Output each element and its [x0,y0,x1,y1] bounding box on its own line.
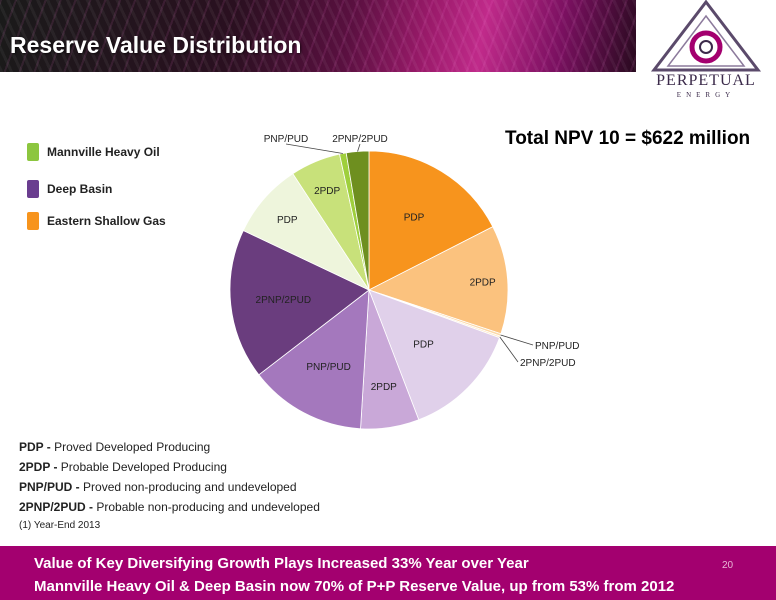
logo-mark-icon [650,0,762,72]
pie-slice [367,226,509,335]
legend-label: Deep Basin [47,182,113,196]
definition-text: Proved Developed Producing [54,440,211,454]
definitions: PDP - Proved Developed Producing 2PDP - … [19,439,320,531]
definition-text: Probable non-producing and undeveloped [96,500,320,514]
pie-slice-label: 2PDP [314,186,340,197]
definition-row: 2PNP/2PUD - Probable non-producing and u… [19,499,320,519]
definition-term: 2PNP/2PUD - [19,500,97,514]
definition-row: PDP - Proved Developed Producing [19,439,320,459]
definition-term: 2PDP - [19,460,61,474]
pie-slice-label: 2PNP/2PUD [332,134,388,145]
pie-slice [229,229,370,376]
legend-swatch [27,143,39,161]
pie-slice-label: 2PNP/2PUD [256,295,312,306]
legend-item-mannville: Mannville Heavy Oil [27,143,160,161]
pie-slice [368,289,501,421]
pie-slice [258,289,370,430]
slide-title: Reserve Value Distribution [10,32,302,58]
total-npv-text: Total NPV 10 = $622 million [505,128,751,149]
pie-leader-line [285,143,343,154]
footer-line-2: Mannville Heavy Oil & Deep Basin now 70%… [34,578,675,595]
definition-text: Probable Developed Producing [60,460,227,474]
pie-slice-label: 2PDP [371,382,397,393]
legend-swatch [27,180,39,198]
definition-term: PDP - [19,440,55,454]
footer-line-1: Value of Key Diversifying Growth Plays I… [34,555,529,572]
pie-leader-line [500,334,534,346]
pie-leader-line [499,336,519,363]
pie-slice-label: PNP/PUD [535,341,579,352]
pie-slice [368,150,494,291]
footnote: (1) Year-End 2013 [19,520,101,531]
legend-swatch [27,212,39,230]
legend-item-deep-basin: Deep Basin [27,180,112,198]
definition-term: PNP/PUD - [19,480,84,494]
pie-slice-label: 2PNP/2PUD [520,358,576,369]
page-number: 20 [722,560,734,571]
legend-item-eastern-shallow-gas: Eastern Shallow Gas [27,212,166,230]
definition-row: PNP/PUD - Proved non-producing and undev… [19,479,320,499]
pie-slice-label: 2PDP [470,277,496,288]
pie-slices [229,150,509,430]
legend-label: Eastern Shallow Gas [47,214,166,228]
pie-leader-line [357,143,361,152]
pie-labels: PDP 2PDP PNP/PUD 2PNP/2PUD PDP 2PDP PNP/PUD 2PN… [256,134,580,393]
pie-slice-label: PNP/PUD [306,362,350,373]
definition-row: 2PDP - Probable Developed Producing [19,459,320,479]
pie-slice-label: PDP [404,212,425,223]
pie-slice-label: PNP/PUD [264,134,308,145]
footer-banner: Value of Key Diversifying Growth Plays I… [0,546,776,600]
legend-label: Mannville Heavy Oil [47,145,160,159]
pie-slice-label: PDP [277,215,298,226]
company-logo: PERPETUAL ENERGY [636,0,776,102]
pie-leader-lines [285,143,534,363]
logo-name: PERPETUAL [656,72,756,89]
definition-text: Proved non-producing and undeveloped [83,480,297,494]
pie-slice-label: PDP [413,340,434,351]
logo-subtitle: ENERGY [676,91,736,99]
